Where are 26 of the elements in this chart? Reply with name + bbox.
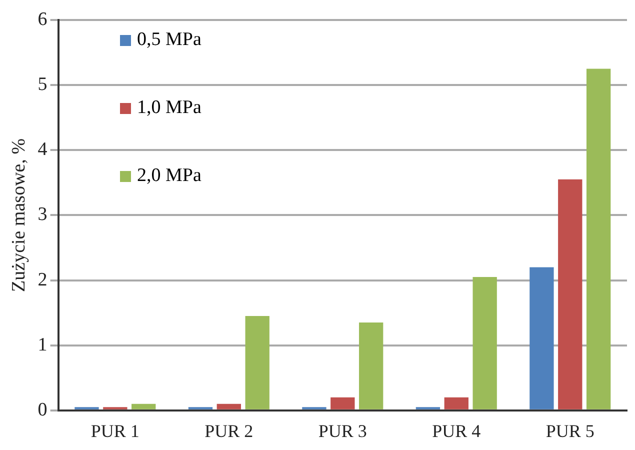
bar [558, 179, 582, 410]
bar [472, 277, 497, 410]
legend-label: 1,0 MPa [136, 96, 202, 120]
bar [132, 404, 156, 410]
bar [586, 68, 611, 410]
bar [330, 397, 355, 410]
legend-label: 0,5 MPa [136, 28, 202, 52]
y-tick-label: 3 [38, 204, 48, 226]
x-tick-label: PUR 2 [204, 420, 254, 441]
y-axis-title: Zużycie masowe, % [8, 138, 30, 292]
bar [359, 322, 384, 410]
y-tick-label: 0 [38, 399, 48, 420]
bar [530, 267, 554, 410]
x-tick-label: PUR 5 [546, 420, 594, 441]
x-tick-label: PUR 4 [432, 420, 481, 441]
y-tick-label: 1 [38, 334, 48, 356]
legend-label: 2,0 MPa [136, 164, 202, 188]
bar [216, 404, 241, 410]
x-tick-label: PUR 3 [318, 420, 367, 441]
y-tick-label: 6 [38, 8, 48, 30]
y-tick-label: 5 [38, 74, 48, 96]
bar [444, 397, 468, 410]
y-tick-label: 4 [38, 139, 48, 160]
x-tick-label: PUR 1 [90, 420, 140, 441]
y-tick-label: 2 [38, 269, 48, 290]
bar [245, 316, 270, 410]
